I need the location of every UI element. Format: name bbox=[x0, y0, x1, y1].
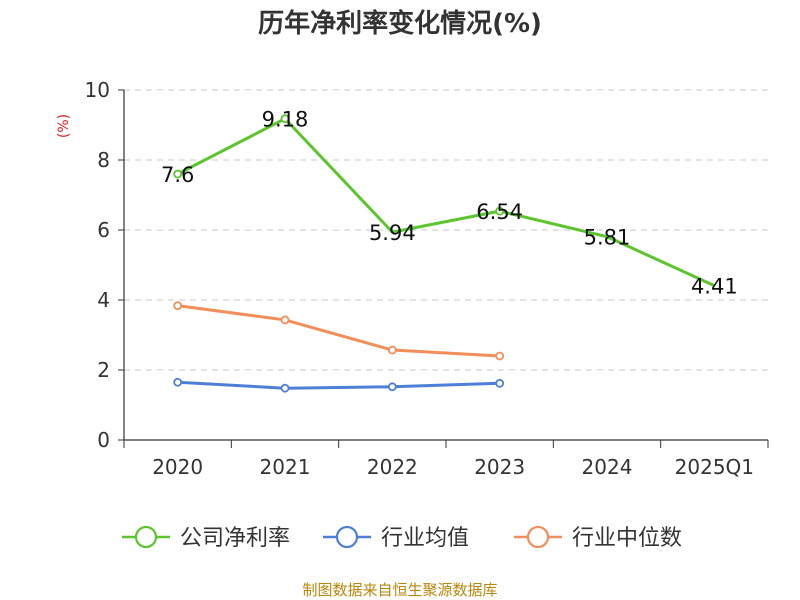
chart-title: 历年净利率变化情况(%) bbox=[258, 8, 542, 39]
legend: 公司净利率 行业均值 行业中位数 bbox=[122, 525, 682, 551]
series-1-point-2021 bbox=[280, 383, 290, 393]
legend-label-0: 公司净利率 bbox=[180, 526, 290, 551]
x-tick-label-2024: 2024 bbox=[582, 455, 633, 479]
series-0-label-2022: 5.94 bbox=[369, 221, 416, 245]
x-tick-label-2020: 2020 bbox=[152, 455, 203, 479]
y-tick-label-2: 2 bbox=[97, 358, 110, 382]
legend-item-2[interactable]: 行业中位数 bbox=[514, 525, 682, 551]
series-2-point-2022 bbox=[387, 345, 397, 355]
x-tick-label-2022: 2022 bbox=[367, 455, 418, 479]
series-0-label-2024: 5.81 bbox=[584, 226, 631, 250]
legend-marker-2 bbox=[526, 525, 550, 549]
series-lines bbox=[173, 114, 715, 393]
legend-item-1[interactable]: 行业均值 bbox=[323, 525, 469, 551]
source-note: 制图数据来自恒生聚源数据库 bbox=[302, 581, 497, 599]
y-tick-label-6: 6 bbox=[97, 218, 110, 242]
legend-marker-1 bbox=[335, 525, 359, 549]
x-tick-label-2023: 2023 bbox=[474, 455, 525, 479]
series-0-label-2021: 9.18 bbox=[262, 108, 309, 132]
gridlines bbox=[124, 89, 768, 371]
series-1-point-2023 bbox=[495, 378, 505, 388]
series-line-1 bbox=[177, 380, 500, 390]
series-0-label-2023: 6.54 bbox=[476, 200, 523, 224]
series-0-point-2020 bbox=[173, 169, 183, 179]
y-tick-label-8: 8 bbox=[97, 148, 110, 172]
legend-item-0[interactable]: 公司净利率 bbox=[122, 525, 290, 551]
y-tick-label-10: 10 bbox=[85, 78, 110, 102]
series-0-point-2023 bbox=[495, 206, 505, 216]
data-labels: 7.6 9.18 5.94 6.54 5.81 4.41 bbox=[161, 108, 738, 299]
series-1-point-2022 bbox=[387, 382, 397, 392]
legend-label-2: 行业中位数 bbox=[572, 526, 682, 551]
series-line-0 bbox=[176, 117, 715, 288]
series-2-point-2020 bbox=[173, 301, 183, 311]
series-1-point-2020 bbox=[173, 377, 183, 387]
legend-marker-0 bbox=[134, 525, 158, 549]
series-2-point-2021 bbox=[280, 315, 290, 325]
series-0-label-2025q1: 4.41 bbox=[691, 275, 738, 299]
legend-label-1: 行业均值 bbox=[381, 526, 469, 551]
y-tick-label-0: 0 bbox=[97, 428, 110, 452]
axes: 0 2 4 6 8 10 2020 2021 2022 2023 2024 2025Q1 bbox=[85, 78, 769, 479]
series-line-2 bbox=[177, 304, 500, 358]
y-axis-unit-label: (%) bbox=[56, 114, 72, 138]
x-tick-label-2025q1: 2025Q1 bbox=[675, 455, 754, 479]
series-0-point-2021 bbox=[280, 114, 290, 124]
series-0-label-2020: 7.6 bbox=[161, 163, 194, 187]
x-tick-label-2021: 2021 bbox=[260, 455, 311, 479]
series-2-point-2023 bbox=[495, 351, 505, 361]
y-tick-label-4: 4 bbox=[97, 288, 110, 312]
